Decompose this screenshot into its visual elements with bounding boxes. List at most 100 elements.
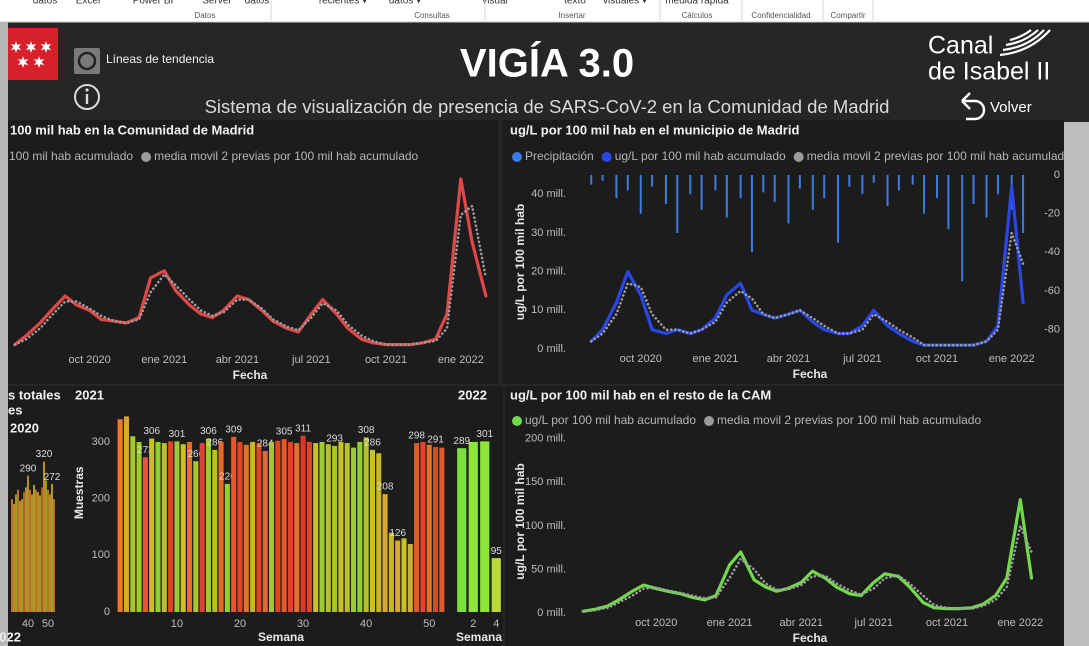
value-label: 308 (358, 425, 375, 436)
y2-tick-label: -60 (1044, 285, 1060, 297)
bar (21, 499, 23, 612)
precipitation-bar (664, 175, 667, 204)
y2-tick-label: 0 (1054, 169, 1060, 181)
bar (199, 443, 205, 612)
ribbon-group: Insertar (558, 11, 585, 20)
back-arrow[interactable] (961, 92, 986, 121)
value-label: 273 (137, 445, 154, 456)
precipitation-bar (590, 175, 593, 185)
bar (332, 445, 338, 612)
y-tick-label: 0 mill. (537, 343, 566, 355)
bar (275, 440, 281, 612)
bar (243, 444, 249, 612)
precipitation-bar (837, 175, 840, 243)
x-tick-label: 40 (22, 618, 34, 630)
series-line (13, 204, 488, 346)
precipitation-bar (787, 175, 790, 224)
info-icon-dot (85, 88, 89, 92)
x-tick-label: jul 2021 (291, 354, 331, 366)
bar (325, 444, 331, 612)
slicer-label: 2022 (0, 629, 21, 644)
ribbon-button[interactable]: medida rápida (665, 0, 729, 7)
series-line (589, 185, 1025, 347)
y-tick-label: 30 mill. (531, 227, 566, 239)
ribbon-button[interactable]: recientes ▾ (319, 0, 367, 7)
star (40, 41, 52, 53)
x-tick-label: oct 2021 (365, 354, 407, 366)
bar (382, 494, 388, 612)
precipitation-bar (848, 175, 851, 187)
panel-heading: s totales (8, 387, 61, 402)
value-label: 298 (408, 431, 425, 442)
legend-marker (601, 152, 612, 162)
ribbon-button[interactable]: Excel (76, 0, 100, 7)
ribbon-button[interactable]: visuales ▾ (603, 0, 647, 7)
bar (35, 489, 37, 612)
bar (168, 441, 174, 612)
bar (193, 461, 199, 612)
x-tick-label: abr 2021 (216, 354, 259, 366)
wave (1005, 29, 1039, 47)
x-tick-label: 50 (423, 618, 435, 630)
x-tick-label: 30 (297, 618, 309, 630)
x-axis-label: Fecha (793, 367, 828, 381)
y-tick-label: 200 (92, 493, 110, 505)
precipitation-bar (811, 175, 814, 210)
value-label: 301 (169, 429, 186, 440)
bar (388, 532, 394, 612)
x-tick-label: jul 2021 (842, 353, 882, 365)
precipitation-bar (689, 175, 692, 195)
back-link[interactable]: Volver (990, 99, 1032, 116)
star (10, 41, 22, 53)
bar (287, 441, 293, 612)
brand-line-1: Canal (928, 32, 993, 60)
bar (212, 449, 218, 612)
info-icon[interactable] (74, 84, 100, 110)
bar (37, 492, 39, 612)
value-label: 309 (225, 424, 242, 435)
bar (142, 457, 148, 612)
precipitation-bar (615, 175, 618, 199)
bar (161, 443, 167, 612)
bar (49, 494, 51, 612)
ribbon-button[interactable]: datos (33, 0, 57, 7)
precipitation-bar (773, 175, 776, 203)
y-tick-label: 300 (92, 436, 110, 448)
precipitation-bar (886, 175, 889, 206)
chart-title: ug/L por 100 mil hab en el municipio de … (510, 122, 799, 137)
ribbon-button[interactable]: Server (202, 0, 232, 7)
precipitation-bar (639, 175, 642, 214)
value-label: 286 (206, 438, 223, 449)
bar (31, 494, 33, 612)
ribbon-button[interactable]: datos (245, 0, 269, 7)
bar (369, 449, 375, 612)
x-axis-label: Semana (456, 630, 502, 644)
wave (999, 29, 1051, 57)
ribbon-button[interactable]: visual (482, 0, 508, 7)
precipitation-bar (985, 175, 988, 218)
legend-marker (704, 416, 714, 426)
ribbon-button[interactable]: datos ▾ (389, 0, 421, 7)
bar (25, 487, 27, 612)
value-label: 284 (257, 439, 274, 450)
bar (491, 558, 501, 612)
chart-title: ug/L por 100 mil hab en el resto de la C… (510, 387, 771, 402)
bar (457, 448, 467, 612)
content: 100 mil hab en la Comunidad de Madrid100… (0, 122, 1071, 645)
ribbon-button[interactable]: Power BI (133, 0, 174, 7)
panel (8, 120, 498, 384)
panel-heading: es (8, 402, 22, 417)
ribbon-group: Datos (195, 11, 216, 20)
precipitation-bar (714, 175, 717, 191)
bar (39, 495, 41, 612)
bar (262, 451, 268, 612)
bar (23, 492, 25, 612)
ribbon-button[interactable]: texto (564, 0, 586, 7)
x-tick-label: abr 2021 (767, 353, 810, 365)
value-label: 306 (143, 426, 160, 437)
precipitation-bar (996, 175, 999, 195)
legend-marker (512, 152, 522, 162)
legend-label: ug/L por 100 mil hab acumulado (615, 149, 786, 163)
y-tick-label: 100 (92, 549, 110, 561)
toggle-label[interactable]: Líneas de tendencia (106, 52, 214, 66)
